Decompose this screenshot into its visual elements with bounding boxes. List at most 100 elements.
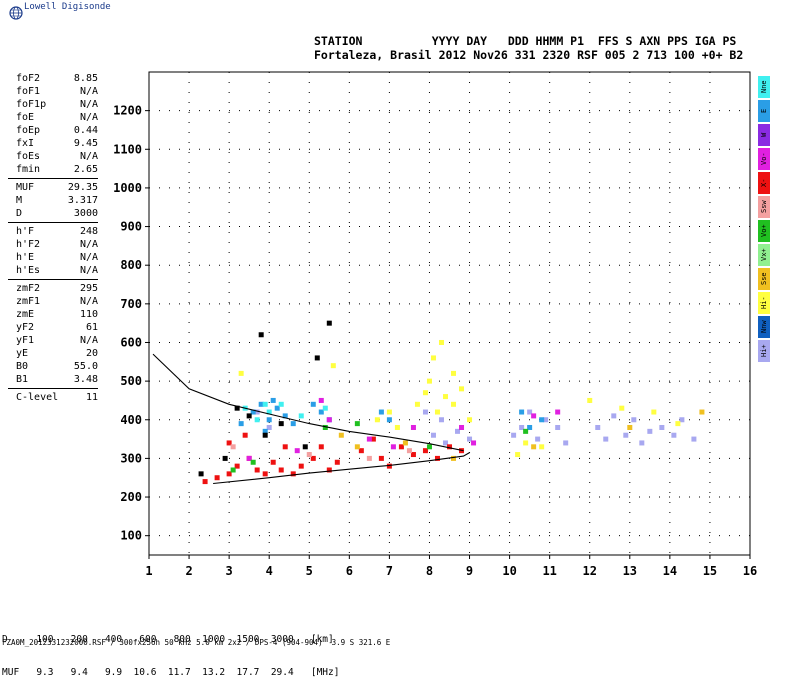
echo-point [523, 440, 529, 446]
echo-point [274, 405, 280, 411]
echo-point [254, 417, 260, 423]
echo-point [254, 467, 260, 473]
echo-point [338, 432, 344, 438]
ionogram-chart: 1 2 3 4 5 6 7 8 9 10 11 12 13 14 15 1610020030040050060… [113, 71, 757, 578]
param-row: foF1p N/A [8, 98, 98, 111]
echo-point [258, 332, 264, 338]
param-name: foF1 [16, 86, 41, 97]
echo-point [455, 428, 461, 434]
echo-point [430, 355, 436, 361]
legend-item: E [758, 100, 770, 122]
echo-point [366, 455, 372, 461]
echo-point [442, 440, 448, 446]
echo-point [675, 421, 681, 427]
param-name: D [16, 208, 23, 219]
y-tick-label: 200 [120, 490, 142, 504]
echo-point [659, 424, 665, 430]
legend-item: Hi- [758, 292, 770, 314]
echo-point [250, 459, 256, 465]
echo-point [535, 436, 541, 442]
echo-point [378, 409, 384, 415]
param-row: zmF2 295 [8, 282, 98, 295]
echo-point [318, 409, 324, 415]
param-row: h'Es N/A [8, 264, 98, 277]
echo-point [691, 436, 697, 442]
muf-distance-row: D 100 200 400 600 800 1000 1500 3000 [km… [2, 634, 334, 645]
echo-point [278, 421, 284, 427]
echo-point [434, 409, 440, 415]
echo-point [631, 417, 637, 423]
x-tick-label: 10 [502, 564, 516, 578]
echo-point [555, 424, 561, 430]
echo-point [426, 378, 432, 384]
echo-point [410, 424, 416, 430]
param-value: 3.317 [67, 195, 98, 206]
echo-point [603, 436, 609, 442]
echo-point [406, 448, 412, 454]
echo-point [519, 424, 525, 430]
echo-point [422, 390, 428, 396]
y-tick-label: 1000 [113, 181, 142, 195]
echo-point [519, 409, 525, 415]
legend-item: Nne [758, 76, 770, 98]
echo-point [266, 424, 272, 430]
echo-point [422, 409, 428, 415]
param-value: 0.44 [73, 125, 98, 136]
param-row: MUF 29.35 [8, 181, 98, 194]
echo-point [358, 448, 364, 454]
echo-point [234, 405, 240, 411]
echo-point [386, 417, 392, 423]
param-name: yE [16, 348, 29, 359]
param-name: M [16, 195, 23, 206]
echo-point [262, 432, 268, 438]
param-value: 3000 [73, 208, 98, 219]
echo-point [451, 455, 457, 461]
x-tick-label: 7 [386, 564, 393, 578]
echo-point [651, 409, 657, 415]
echo-point [322, 405, 328, 411]
echo-point [402, 440, 408, 446]
profile-curve [152, 353, 464, 452]
legend-item: X- [758, 172, 770, 194]
param-row: D 3000 [8, 207, 98, 220]
param-name: foE [16, 112, 35, 123]
legend-item: W [758, 124, 770, 146]
echo-point [318, 397, 324, 403]
echo-point [555, 409, 561, 415]
echo-point [414, 401, 420, 407]
echo-point [434, 455, 440, 461]
param-name: fmin [16, 164, 41, 175]
echo-point [611, 413, 617, 419]
echo-point [410, 452, 416, 458]
echo-point [230, 467, 236, 473]
legend-item: Vx+ [758, 244, 770, 266]
echo-point [459, 386, 465, 392]
echo-point [386, 463, 392, 469]
echo-point [290, 421, 296, 427]
param-row: foEp 0.44 [8, 124, 98, 137]
echo-point [647, 428, 653, 434]
param-value: N/A [79, 86, 98, 97]
echo-point [294, 448, 300, 454]
muf-value-row: MUF 9.3 9.4 9.9 10.6 11.7 13.2 17.7 29.4… [2, 667, 340, 678]
echo-point [398, 444, 404, 450]
y-tick-label: 100 [120, 529, 142, 543]
echo-point [270, 397, 276, 403]
echo-point [623, 432, 629, 438]
param-name: C-level [16, 392, 59, 403]
echo-point [310, 401, 316, 407]
echo-point [326, 467, 332, 473]
echo-point [442, 394, 448, 400]
param-row: yF1 N/A [8, 334, 98, 347]
echo-point [246, 413, 252, 419]
echo-point [438, 339, 444, 345]
echo-point [394, 424, 400, 430]
param-row: foEs N/A [8, 150, 98, 163]
param-value: 61 [85, 322, 98, 333]
param-row: h'F2 N/A [8, 238, 98, 251]
param-name: foF1p [16, 99, 47, 110]
echo-point [451, 370, 457, 376]
polarization-legend: Nne E W Vo- X- Ssw Vo+ Vx+ Sse Hi- Nnw Hi+ [758, 76, 772, 364]
echo-point [254, 409, 260, 415]
echo-point [282, 444, 288, 450]
